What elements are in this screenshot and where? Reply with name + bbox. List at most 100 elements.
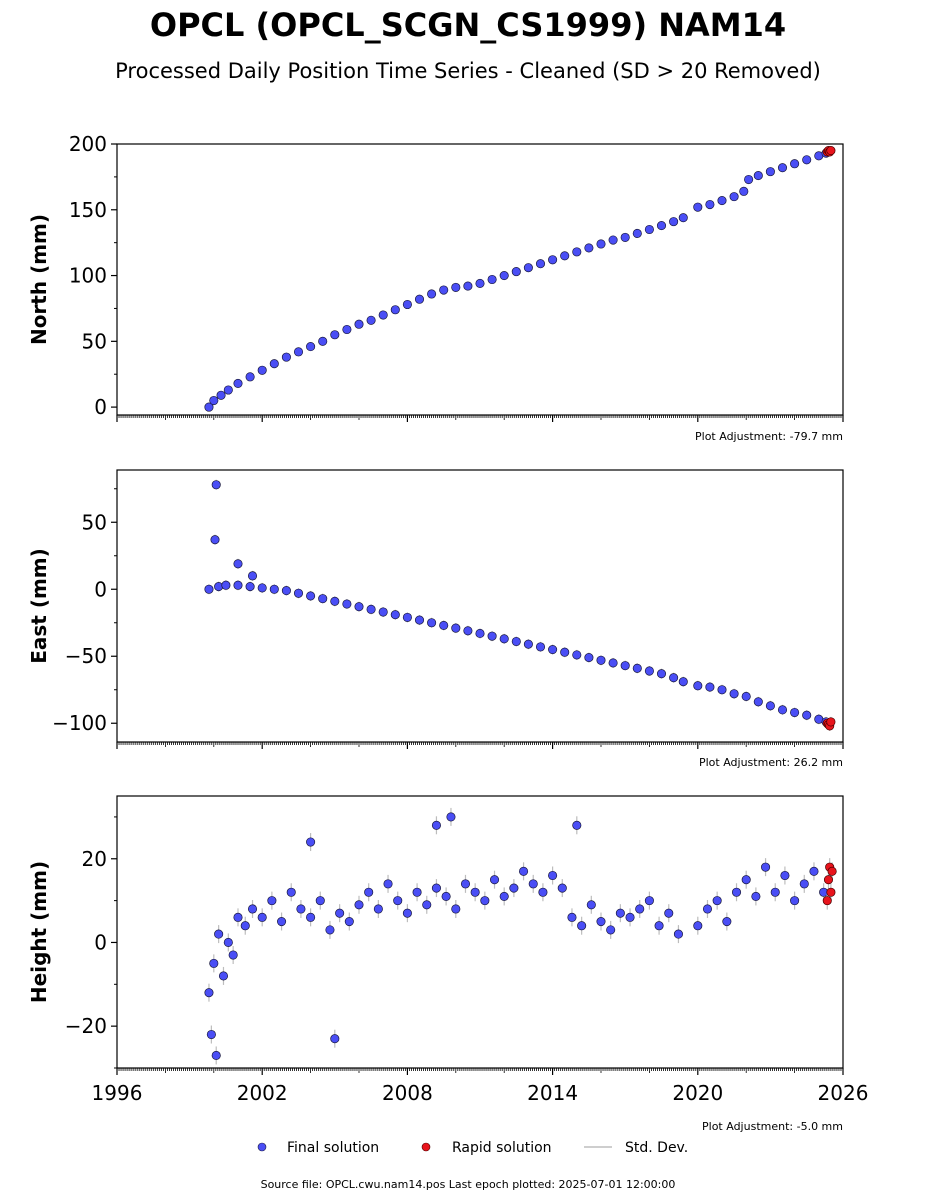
east-final-point bbox=[451, 623, 461, 633]
north-final-point bbox=[669, 217, 679, 227]
height-final-point bbox=[702, 904, 713, 914]
height-final-point bbox=[673, 929, 683, 939]
height-final-point bbox=[538, 887, 548, 897]
north-final-point bbox=[390, 305, 400, 315]
height-final-point bbox=[233, 912, 243, 922]
height-y-tick-label: −20 bbox=[65, 1014, 107, 1038]
north-final-point bbox=[693, 202, 703, 212]
north-final-point bbox=[281, 352, 291, 362]
north-final-point bbox=[572, 247, 582, 257]
height-rapid-point bbox=[822, 896, 832, 906]
height-final-point bbox=[470, 887, 480, 897]
height-final-point bbox=[218, 971, 229, 981]
east-panel: Plot Adjustment: 26.2 mm East (mm) 50 0 −50… bbox=[27, 469, 844, 769]
east-final-point bbox=[535, 642, 546, 652]
height-final-point bbox=[402, 908, 412, 918]
east-final-point bbox=[584, 653, 594, 663]
height-final-point bbox=[204, 988, 214, 998]
north-y-tick-label: 0 bbox=[94, 395, 107, 419]
east-final-point bbox=[427, 618, 437, 628]
east-final-point bbox=[354, 602, 364, 612]
east-final-point bbox=[221, 580, 231, 590]
legend-std-label: Std. Dev. bbox=[625, 1140, 688, 1156]
legend: Final solution Rapid solution Std. Dev. bbox=[257, 1140, 688, 1156]
height-final-point bbox=[761, 862, 771, 872]
height-final-point bbox=[480, 896, 490, 906]
east-final-point bbox=[487, 631, 497, 641]
north-final-point bbox=[729, 192, 739, 202]
height-final-point bbox=[528, 879, 538, 889]
north-final-point bbox=[739, 186, 749, 196]
height-final-point bbox=[228, 950, 238, 960]
east-adjustment: Plot Adjustment: 26.2 mm bbox=[699, 756, 843, 769]
height-final-point bbox=[693, 921, 703, 931]
north-final-point bbox=[535, 259, 546, 269]
height-final-point bbox=[606, 925, 616, 935]
height-final-point bbox=[548, 870, 558, 881]
height-final-point bbox=[412, 887, 422, 897]
height-rapid-point bbox=[826, 887, 836, 897]
height-rapid-point bbox=[823, 875, 834, 885]
east-final-point bbox=[572, 650, 582, 660]
north-final-point bbox=[402, 299, 412, 310]
height-panel: Plot Adjustment: -5.0 mm Height (mm) 20 0 −… bbox=[27, 795, 868, 1133]
height-final-point bbox=[267, 896, 277, 906]
north-final-point bbox=[523, 263, 533, 273]
height-final-point bbox=[330, 1034, 340, 1044]
north-final-point bbox=[744, 174, 754, 185]
north-final-point bbox=[378, 310, 388, 320]
north-y-label: North (mm) bbox=[27, 214, 51, 345]
east-final-point bbox=[523, 639, 533, 649]
legend-final-marker bbox=[257, 1142, 267, 1152]
height-final-point bbox=[741, 875, 751, 885]
north-final-point bbox=[487, 274, 497, 285]
east-final-point bbox=[204, 584, 214, 594]
east-final-point bbox=[378, 607, 388, 617]
east-final-point bbox=[211, 480, 221, 490]
height-final-point bbox=[567, 912, 577, 922]
east-final-point bbox=[366, 604, 376, 614]
north-final-point bbox=[499, 271, 509, 281]
height-final-point bbox=[509, 883, 519, 893]
height-final-point bbox=[625, 912, 635, 922]
north-final-point bbox=[548, 255, 558, 265]
height-final-point bbox=[335, 908, 345, 918]
height-final-point bbox=[451, 904, 461, 914]
east-final-point bbox=[257, 583, 267, 593]
north-panel: Plot Adjustment: -79.7 mm North (mm) 0 50 1… bbox=[27, 132, 844, 443]
height-final-point bbox=[431, 883, 441, 893]
east-final-point bbox=[293, 588, 304, 598]
height-final-point bbox=[383, 879, 393, 889]
legend-rapid-marker bbox=[421, 1142, 431, 1152]
height-final-point bbox=[586, 900, 596, 910]
height-final-point bbox=[431, 820, 441, 830]
north-final-point bbox=[257, 365, 267, 375]
height-final-point bbox=[354, 900, 364, 910]
east-final-point bbox=[669, 673, 679, 683]
height-final-point bbox=[799, 879, 809, 889]
north-final-point bbox=[216, 390, 226, 400]
north-final-point bbox=[354, 319, 364, 329]
north-rapid-point bbox=[826, 146, 836, 156]
east-final-point bbox=[656, 669, 667, 679]
north-final-point bbox=[790, 159, 800, 169]
north-final-point bbox=[656, 221, 667, 231]
north-final-point bbox=[427, 289, 437, 299]
east-y-tick-label: 0 bbox=[94, 577, 107, 601]
north-final-point bbox=[342, 324, 352, 335]
east-final-point bbox=[245, 582, 255, 592]
north-y-tick-label: 100 bbox=[69, 264, 107, 288]
north-y-tick-label: 50 bbox=[82, 329, 107, 353]
east-final-point bbox=[475, 628, 485, 639]
height-x-tick-label: 1996 bbox=[92, 1081, 143, 1105]
height-final-point bbox=[499, 891, 509, 901]
height-final-point bbox=[214, 929, 224, 939]
east-axes-frame bbox=[116, 469, 844, 743]
height-x-tick-label: 2020 bbox=[672, 1081, 723, 1105]
north-final-point bbox=[765, 167, 775, 177]
height-final-point bbox=[296, 904, 306, 914]
height-final-point bbox=[770, 887, 780, 897]
east-final-point bbox=[548, 644, 558, 655]
height-final-point bbox=[422, 900, 432, 910]
east-final-point bbox=[632, 663, 642, 673]
